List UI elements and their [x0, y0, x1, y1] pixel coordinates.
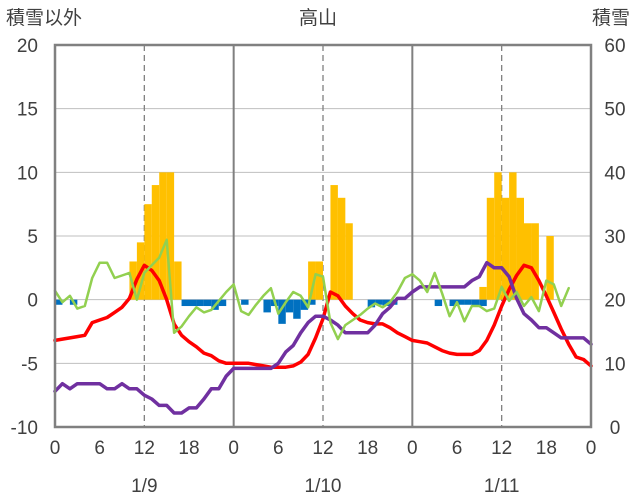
x-tick-label: 6	[273, 438, 284, 459]
date-label: 1/11	[484, 476, 520, 497]
bar-layer	[55, 172, 554, 324]
left-tick-label: 10	[17, 163, 38, 184]
precip-bar	[479, 299, 487, 307]
x-tick-label: 18	[536, 438, 557, 459]
date-label: 1/9	[131, 476, 157, 497]
snow-depth-bar	[546, 236, 554, 300]
precip-bar	[449, 299, 457, 307]
green-series-line	[53, 238, 570, 341]
precip-bar	[375, 299, 383, 305]
x-tick-label: 12	[491, 438, 512, 459]
precip-bar	[263, 299, 271, 313]
precip-bar	[308, 299, 316, 305]
right-tick-label: 30	[604, 227, 625, 248]
right-axis-title: 積雪	[592, 7, 630, 29]
precip-bar	[278, 299, 286, 324]
precip-bar	[300, 299, 309, 310]
right-tick-label: 40	[604, 163, 625, 184]
right-tick-label: 0	[610, 418, 621, 439]
line-layer	[53, 238, 593, 415]
left-tick-label: 0	[27, 291, 38, 312]
left-tick-label: 15	[17, 100, 38, 121]
date-label: 1/10	[305, 476, 342, 497]
precip-bar	[181, 299, 189, 307]
right-tick-label: 20	[604, 291, 625, 312]
x-tick-label: 18	[357, 438, 378, 459]
snow-depth-bar	[516, 197, 524, 300]
snow-depth-bar	[486, 197, 495, 300]
x-tick-label: 18	[178, 438, 199, 459]
snow-depth-bar	[509, 172, 517, 300]
precip-bar	[196, 299, 204, 307]
precip-bar	[457, 299, 465, 305]
precip-bar	[293, 299, 301, 319]
snow-depth-bar	[501, 197, 510, 300]
plot-frame	[53, 43, 593, 429]
frame-layer	[53, 43, 593, 429]
precip-bar	[464, 299, 472, 305]
snow-depth-bar	[308, 261, 316, 300]
precip-bar	[218, 299, 227, 307]
precip-bar	[55, 299, 63, 305]
x-tick-label: 6	[94, 438, 105, 459]
x-tick-label: 0	[586, 438, 597, 459]
x-tick-label: 12	[134, 438, 155, 459]
precip-bar	[471, 299, 480, 307]
precip-bar	[189, 299, 197, 307]
x-tick-label: 12	[312, 438, 333, 459]
chart-title: 高山	[299, 7, 337, 29]
precip-bar	[367, 299, 376, 308]
snow-depth-bar	[524, 223, 532, 300]
precip-bar	[434, 299, 443, 307]
snow-depth-bar	[174, 261, 182, 300]
precip-bar	[382, 299, 390, 307]
x-tick-label: 6	[452, 438, 463, 459]
left-tick-label: 20	[17, 36, 38, 57]
right-tick-label: 50	[604, 100, 625, 121]
x-tick-label: 0	[407, 438, 418, 459]
snow-depth-bar	[166, 172, 175, 300]
snow-depth-bar	[531, 223, 539, 300]
snow-depth-bar	[479, 286, 487, 300]
snow-depth-bar	[129, 261, 137, 300]
snow-depth-bar	[330, 185, 338, 300]
x-tick-label: 0	[228, 438, 239, 459]
right-tick-label: 10	[604, 354, 625, 375]
left-tick-label: -5	[21, 354, 38, 375]
snow-depth-bar	[151, 185, 160, 300]
left-tick-label: 5	[27, 227, 38, 248]
snow-depth-bar	[315, 261, 323, 300]
snow-depth-bar	[337, 197, 346, 300]
precip-bar	[203, 299, 212, 307]
left-axis-title: 積雪以外	[6, 7, 82, 29]
snow-depth-bar	[159, 172, 167, 300]
precip-bar	[241, 299, 249, 305]
snow-depth-bar	[494, 172, 502, 300]
purple-series-line	[53, 260, 593, 415]
x-tick-label: 0	[50, 438, 61, 459]
right-tick-label: 60	[604, 36, 625, 57]
snow-depth-bar	[345, 223, 353, 300]
snow-depth-bar	[144, 204, 152, 300]
red-series-line	[53, 263, 593, 369]
left-tick-label: -10	[11, 418, 38, 439]
precip-bar	[285, 299, 294, 313]
